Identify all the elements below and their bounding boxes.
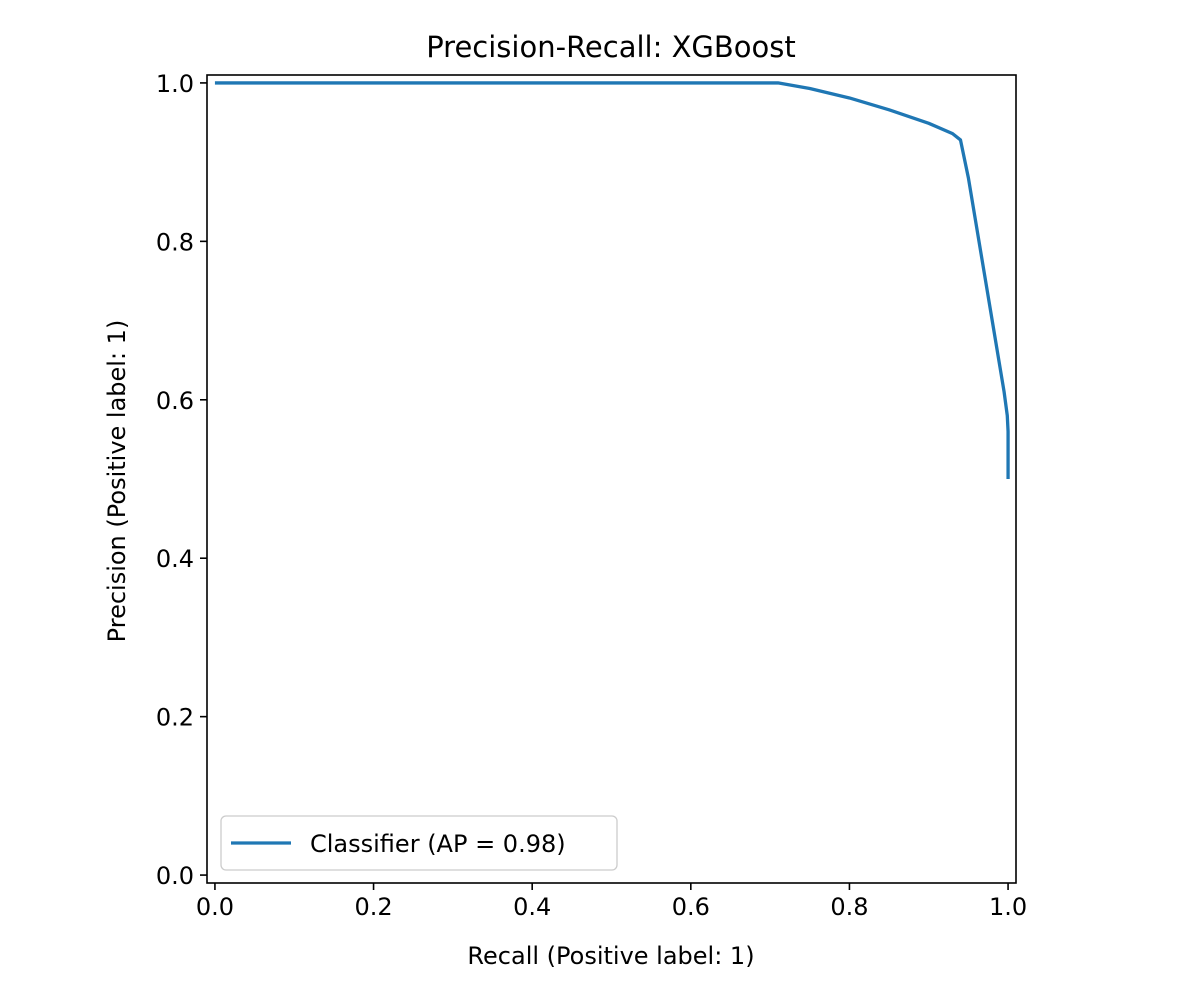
series-line-0 [214, 81, 1010, 479]
y-tick-label: 0.0 [156, 862, 194, 890]
y-tick-label: 0.6 [156, 387, 194, 415]
chart-title: Precision-Recall: XGBoost [426, 30, 796, 64]
y-axis-label: Precision (Positive label: 1) [103, 320, 131, 643]
x-tick-label: 0.4 [513, 893, 551, 921]
x-tick-label: 1.0 [989, 893, 1027, 921]
y-tick-label: 1.0 [156, 70, 194, 98]
x-tick-label: 0.0 [196, 893, 234, 921]
axis-ticks: 0.0 0.2 0.4 0.6 0.8 1.0 0.0 0.2 0.4 0.6 0.8 1.0 [156, 70, 1027, 921]
legend-label-classifier: Classifier (AP = 0.98) [310, 830, 566, 858]
axes-frame [206, 74, 1017, 884]
x-tick-label: 0.2 [354, 893, 392, 921]
x-tick-label: 0.6 [672, 893, 710, 921]
y-tick-label: 0.8 [156, 228, 194, 256]
y-tick-label: 0.2 [156, 704, 194, 732]
legend: Classifier (AP = 0.98) [220, 815, 618, 871]
x-axis-label: Recall (Positive label: 1) [467, 942, 754, 970]
plot-area [206, 74, 1017, 884]
legend-box [220, 815, 618, 871]
y-tick-label: 0.4 [156, 545, 194, 573]
x-tick-label: 0.8 [830, 893, 868, 921]
